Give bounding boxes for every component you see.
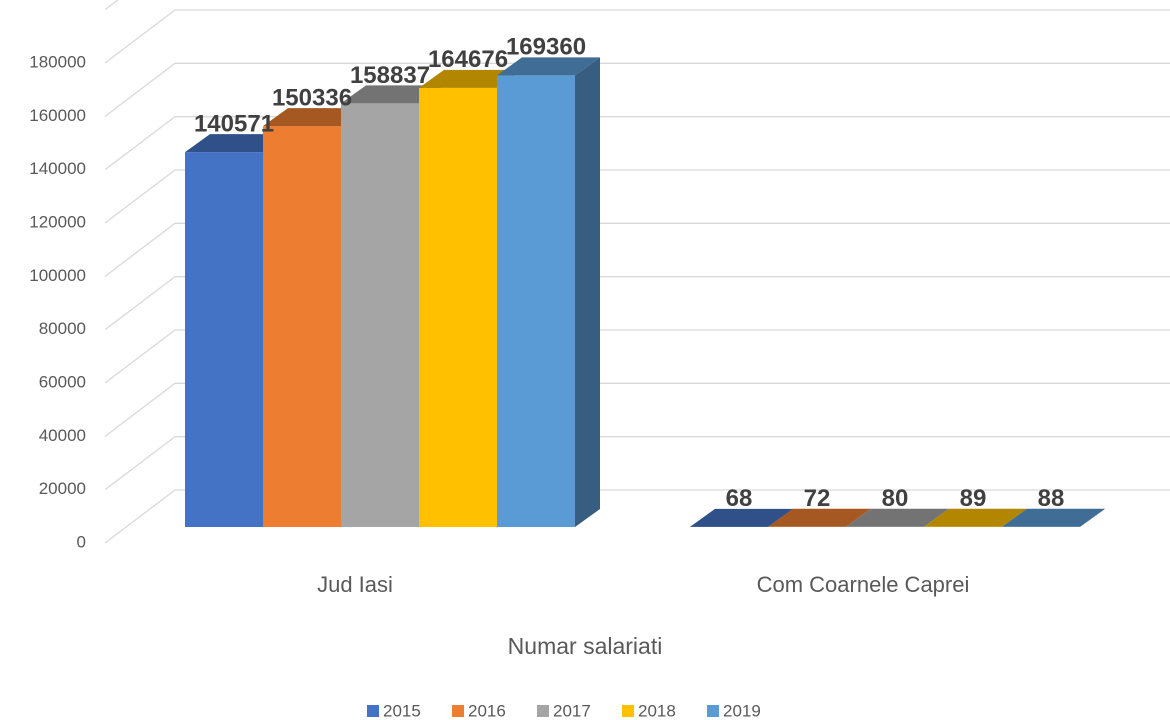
grid-line	[104, 329, 1170, 384]
data-label: 80	[882, 485, 909, 512]
data-label: 169360	[506, 34, 586, 61]
wall-top	[104, 0, 119, 11]
y-tick-label: 140000	[29, 159, 86, 178]
bar	[497, 75, 575, 527]
x-axis-title: Numar salariati	[508, 633, 663, 659]
bar-top	[263, 108, 366, 127]
bar-top	[768, 508, 871, 527]
data-label: 89	[960, 485, 987, 512]
data-label: 150336	[272, 84, 352, 111]
legend-swatch	[707, 705, 719, 717]
data-label: 68	[726, 485, 753, 512]
y-tick-label: 100000	[29, 266, 86, 285]
grid-line	[104, 116, 1170, 171]
bar-top	[846, 508, 949, 527]
legend-label: 2018	[638, 701, 676, 720]
bar-side	[1080, 508, 1105, 527]
data-label: 140571	[194, 110, 274, 137]
bar	[263, 126, 341, 527]
x-tick-label: Com Coarnele Caprei	[757, 572, 970, 597]
legend-swatch	[452, 705, 464, 717]
legend-label: 2017	[553, 701, 591, 720]
y-tick-label: 160000	[29, 106, 86, 125]
y-tick-label: 0	[77, 532, 86, 551]
legend-label: 2019	[723, 701, 761, 720]
legend-swatch	[367, 705, 379, 717]
grid-line	[104, 276, 1170, 331]
y-tick-label: 20000	[39, 479, 86, 498]
legend-swatch	[622, 705, 634, 717]
legend-swatch	[537, 705, 549, 717]
x-tick-label: Jud Iasi	[317, 572, 393, 597]
bar-top	[924, 508, 1027, 527]
legend-label: 2015	[383, 701, 421, 720]
bar-side	[575, 57, 600, 528]
data-label: 158837	[350, 62, 430, 89]
y-tick-label: 60000	[39, 372, 86, 391]
y-tick-label: 40000	[39, 426, 86, 445]
bar-top	[185, 134, 288, 153]
bar	[185, 152, 263, 528]
bar-top	[497, 57, 600, 76]
grid-line	[104, 222, 1170, 277]
grid-line	[104, 62, 1170, 117]
bar	[419, 87, 497, 527]
y-tick-label: 120000	[29, 212, 86, 231]
bar-top	[341, 85, 444, 104]
y-tick-label: 180000	[29, 52, 86, 71]
grid-line	[104, 382, 1170, 437]
data-label: 72	[804, 485, 831, 512]
data-label: 88	[1038, 485, 1065, 512]
grid-line	[104, 9, 1170, 64]
grid-line	[104, 169, 1170, 224]
bar-top	[419, 69, 522, 88]
legend-label: 2016	[468, 701, 506, 720]
grid-line	[104, 436, 1170, 491]
bar-top	[1002, 508, 1105, 527]
data-label: 164676	[428, 46, 508, 73]
bar	[341, 103, 419, 528]
bar-top	[690, 508, 793, 527]
y-tick-label: 80000	[39, 319, 86, 338]
grid-line	[104, 489, 1170, 544]
